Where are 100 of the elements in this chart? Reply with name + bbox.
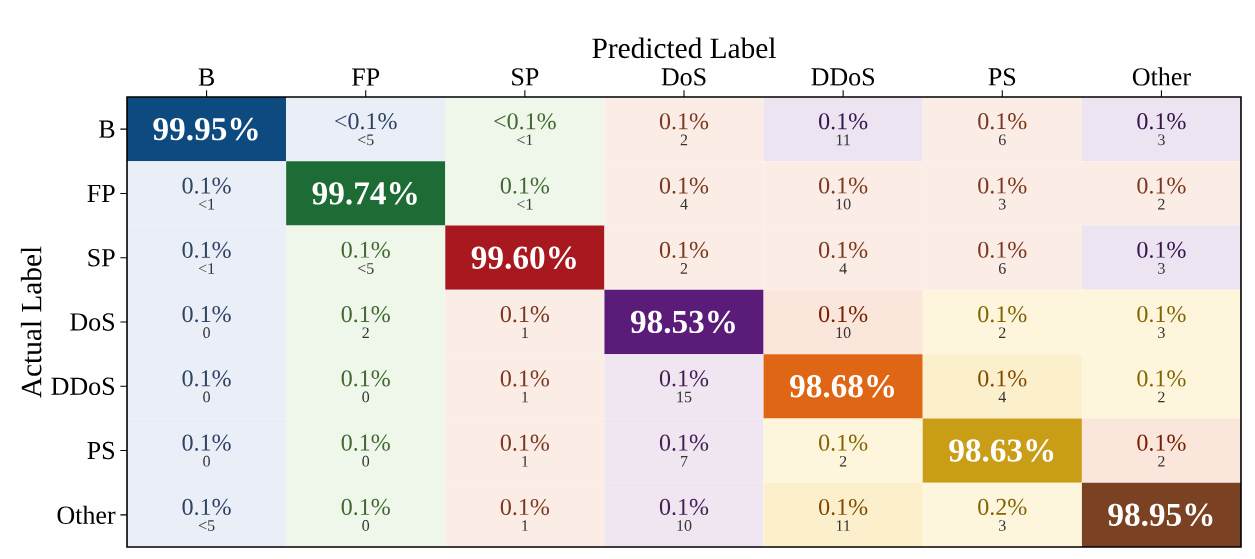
data-label: 0.1% — [182, 241, 231, 259]
y-tick-label: PS — [87, 441, 115, 460]
annotation: 0 — [362, 520, 370, 531]
y-tick-label: Other — [57, 505, 116, 524]
annotation: 10 — [677, 520, 692, 531]
annotation: 0 — [203, 327, 210, 339]
annotation: 6 — [998, 263, 1006, 274]
data-label: 0.1% — [978, 241, 1027, 258]
annotation: 0 — [203, 391, 210, 403]
annotation: 3 — [1158, 134, 1165, 146]
data-label: 0.1% — [182, 498, 231, 516]
data-label: 0.1% — [1137, 241, 1186, 258]
x-axis-title: Predicted Label — [592, 37, 776, 59]
data-label: 0.1% — [659, 177, 709, 194]
y-tick-label: FP — [87, 184, 115, 202]
data-label: 0.1% — [978, 306, 1027, 323]
data-label: 0.1% — [819, 498, 868, 516]
annotation: 0 — [362, 455, 370, 467]
data-label: 0.1% — [182, 177, 231, 194]
data-label: 0.1% — [500, 434, 550, 451]
x-tick-label: PS — [988, 68, 1016, 86]
data-label: 0.1% — [500, 177, 550, 194]
annotation: 11 — [836, 520, 850, 531]
annotation: 1 — [522, 327, 528, 338]
data-label: 0.1% — [819, 305, 868, 323]
data-label: 0.1% — [819, 177, 868, 194]
x-tick-label: DDoS — [811, 68, 875, 86]
annotation: <1 — [198, 198, 215, 210]
annotation: 11 — [836, 134, 850, 146]
annotation: 2 — [680, 134, 688, 146]
data-label: 98.95% — [1108, 503, 1213, 527]
annotation: 1 — [522, 391, 528, 403]
data-label: 0.1% — [659, 434, 709, 451]
annotation: 3 — [999, 520, 1006, 531]
data-label: 0.1% — [659, 370, 709, 387]
x-tick-label: Other — [1132, 67, 1191, 86]
data-label: 0.1% — [819, 241, 868, 259]
data-label: 98.53% — [630, 310, 735, 334]
y-tick-label: DDoS — [51, 377, 114, 396]
annotation: 3 — [1158, 327, 1165, 339]
annotation: 2 — [1158, 391, 1165, 403]
annotation: <5 — [358, 263, 374, 274]
data-label: 0.1% — [341, 241, 390, 258]
annotation: 6 — [998, 134, 1006, 146]
data-label: 0.1% — [182, 305, 231, 323]
annotation: <1 — [517, 198, 533, 210]
annotation: 10 — [836, 327, 851, 339]
data-label: 0.1% — [978, 370, 1027, 387]
annotation: 4 — [680, 198, 688, 210]
data-label: 0.1% — [500, 370, 550, 387]
annotation: 2 — [362, 327, 369, 338]
data-label: 0.2% — [978, 498, 1027, 516]
annotation: <5 — [198, 520, 215, 531]
data-label: 0.1% — [819, 434, 868, 451]
annotation: 0 — [362, 391, 370, 403]
data-label: 0.1% — [341, 498, 390, 516]
data-label: 0.1% — [1137, 370, 1186, 387]
annotation: 4 — [998, 391, 1007, 403]
y-tick-label: B — [99, 120, 115, 138]
data-label: 0.1% — [978, 177, 1027, 194]
data-label: 0.1% — [341, 434, 390, 451]
y-tick-label: DoS — [70, 313, 115, 331]
data-label: 99.74% — [312, 182, 417, 205]
data-label: 0.1% — [659, 113, 709, 130]
x-tick-label: DoS — [661, 68, 706, 86]
annotation: 4 — [839, 263, 847, 274]
data-label: 98.63% — [949, 439, 1054, 462]
y-tick-label: SP — [88, 248, 115, 267]
annotation: 3 — [1158, 263, 1165, 274]
annotation: 2 — [839, 455, 847, 467]
x-tick-label: B — [198, 68, 214, 86]
data-label: 0.1% — [978, 113, 1027, 130]
data-label: 0.1% — [1137, 305, 1186, 323]
data-label: 99.95% — [153, 117, 258, 141]
annotation: <1 — [517, 134, 533, 146]
data-label: 0.1% — [1137, 434, 1186, 451]
annotation: <1 — [198, 263, 215, 274]
data-label: 0.1% — [659, 241, 709, 259]
data-label: 0.1% — [182, 434, 231, 451]
data-label: 0.1% — [1137, 177, 1186, 194]
data-label: 98.68% — [790, 375, 894, 398]
annotation: <5 — [358, 134, 374, 146]
data-label: 0.1% — [1137, 113, 1186, 130]
annotation: 1 — [522, 520, 528, 531]
annotation: 0 — [203, 455, 210, 467]
annotation: 2 — [680, 263, 688, 274]
data-label: 0.1% — [341, 306, 390, 323]
annotation: 7 — [681, 456, 688, 467]
annotation: 3 — [999, 198, 1006, 210]
data-label: 0.1% — [500, 306, 550, 323]
annotation: 2 — [1158, 455, 1165, 467]
data-label: 0.1% — [819, 113, 868, 130]
text: <0.1% — [494, 113, 556, 130]
data-label: 0.1% — [659, 498, 709, 516]
annotation: 2 — [998, 327, 1006, 338]
x-tick-label: FP — [352, 68, 380, 86]
x-tick-label: SP — [512, 68, 539, 86]
annotation: 15 — [677, 391, 692, 403]
annotation: 10 — [836, 198, 851, 210]
data-label: 0.1% — [341, 370, 390, 387]
